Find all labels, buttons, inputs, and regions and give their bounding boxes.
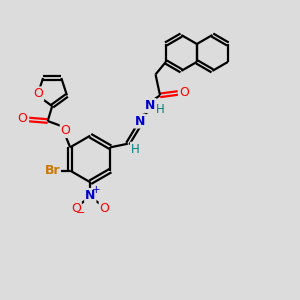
Text: N: N: [134, 115, 145, 128]
Text: N: N: [145, 99, 156, 112]
Text: O: O: [179, 85, 189, 99]
Text: O: O: [33, 87, 43, 101]
Text: −: −: [76, 208, 86, 218]
Text: O: O: [100, 202, 110, 215]
Text: +: +: [92, 185, 100, 195]
Text: N: N: [85, 189, 95, 202]
Text: O: O: [61, 124, 70, 137]
Text: H: H: [131, 142, 140, 156]
Text: O: O: [18, 112, 28, 125]
Text: O: O: [71, 202, 81, 215]
Text: H: H: [156, 103, 164, 116]
Text: Br: Br: [44, 164, 60, 177]
